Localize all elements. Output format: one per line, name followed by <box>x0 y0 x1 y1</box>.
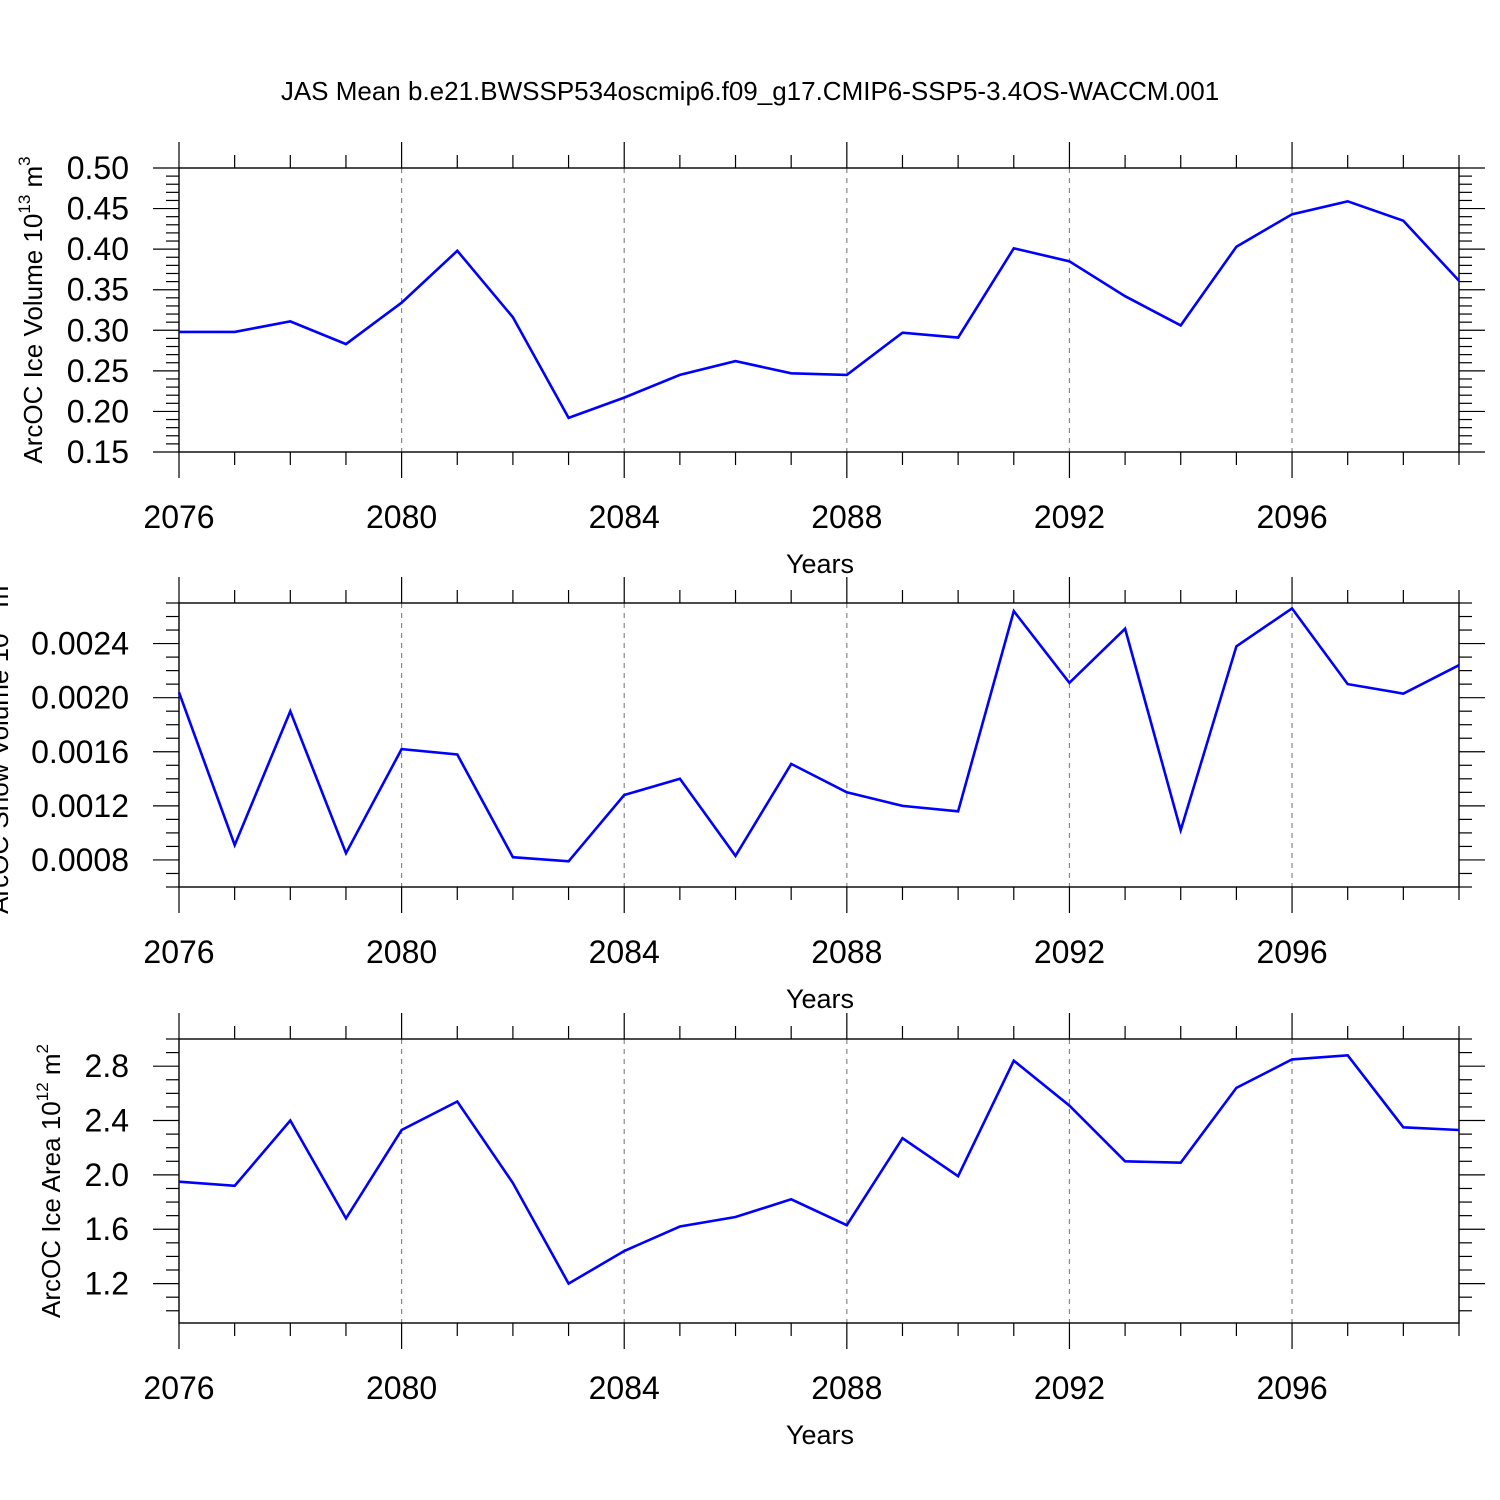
x-tick-label: 2096 <box>1256 1370 1327 1406</box>
plot-frame <box>178 602 1460 888</box>
x-tick-label: 2088 <box>811 934 882 970</box>
x-tick-label: 2080 <box>366 499 437 535</box>
series-line <box>177 606 1460 863</box>
y-tick-label: 0.20 <box>67 393 129 429</box>
plot-frame <box>178 167 1460 453</box>
series-line <box>178 1053 1460 1286</box>
y-tick-label: 2.0 <box>85 1157 129 1193</box>
x-tick-label: 2080 <box>366 934 437 970</box>
y-tick-label: 1.6 <box>85 1211 129 1247</box>
y-axis-label: ArcOC Snow Volume 1013 m3 <box>0 576 14 914</box>
y-axis-label-exponent: 13 <box>15 195 34 214</box>
y-axis-label: ArcOC Ice Area 1012 m2 <box>33 1044 66 1318</box>
y-tick-label: 0.35 <box>67 272 129 308</box>
y-axis-label-text: ArcOC Snow Volume 10 <box>0 633 14 913</box>
y-tick-label: 0.0024 <box>31 626 129 662</box>
x-axis-label: Years <box>786 984 854 1014</box>
x-axis-label: Years <box>786 549 854 579</box>
y-axis-label-text: ArcOC Ice Volume 10 <box>18 214 48 464</box>
x-tick-label: 2092 <box>1034 934 1105 970</box>
y-tick-label: 0.15 <box>67 434 129 470</box>
chart-panels: 2076 2080 2084 2088 2092 2096 Years 0.15 0.20 0.2… <box>0 142 1485 1450</box>
y-tick-label: 0.30 <box>67 312 129 348</box>
y-tick-label: 2.4 <box>85 1103 129 1139</box>
y-axis-label-unit: m <box>36 1053 66 1082</box>
x-tick-label: 2096 <box>1256 499 1327 535</box>
x-tick-label: 2088 <box>811 499 882 535</box>
y-tick-label: 2.8 <box>85 1048 129 1084</box>
x-tick-label: 2080 <box>366 1370 437 1406</box>
x-tick-label: 2076 <box>143 1370 214 1406</box>
y-tick-label: 0.25 <box>67 353 129 389</box>
y-tick-label: 0.0012 <box>31 788 129 824</box>
y-axis-label-unit-exponent: 2 <box>33 1044 52 1053</box>
chart-panel-2: 2076 2080 2084 2088 2092 2096 Years 0.0008 0.001… <box>0 576 1485 1014</box>
x-tick-label: 2088 <box>811 1370 882 1406</box>
x-tick-label: 2084 <box>589 934 660 970</box>
y-axis-label-unit-exponent: 3 <box>15 156 34 165</box>
y-tick-label: 0.50 <box>67 150 129 186</box>
x-tick-label: 2096 <box>1256 934 1327 970</box>
x-tick-label: 2076 <box>143 934 214 970</box>
x-tick-label: 2092 <box>1034 1370 1105 1406</box>
chart-panel-1: 2076 2080 2084 2088 2092 2096 Years 0.15 0.20 0.2… <box>15 142 1485 579</box>
x-tick-label: 2084 <box>589 1370 660 1406</box>
series-line <box>179 199 1460 420</box>
y-tick-label: 0.45 <box>67 191 129 227</box>
plot-frame <box>178 1038 1460 1324</box>
x-tick-label: 2076 <box>143 499 214 535</box>
y-tick-label: 1.2 <box>85 1266 129 1302</box>
y-axis-label: ArcOC Ice Volume 1013 m3 <box>15 156 48 463</box>
y-axis-label-text: ArcOC Ice Area 10 <box>36 1101 66 1318</box>
y-axis-label-unit: m <box>18 166 48 195</box>
y-axis-label-unit: m <box>0 586 14 615</box>
y-tick-label: 0.0008 <box>31 842 129 878</box>
x-tick-label: 2084 <box>589 499 660 535</box>
x-tick-label: 2092 <box>1034 499 1105 535</box>
y-tick-label: 0.40 <box>67 231 129 267</box>
x-axis-label: Years <box>786 1420 854 1450</box>
y-tick-label: 0.0020 <box>31 680 129 716</box>
figure-title: JAS Mean b.e21.BWSSP534oscmip6.f09_g17.C… <box>281 76 1219 106</box>
chart-panel-3: 2076 2080 2084 2088 2092 2096 Years 1.2 1.6 2.0 2.… <box>33 1013 1485 1450</box>
y-tick-label: 0.0016 <box>31 734 129 770</box>
y-axis-label-exponent: 12 <box>33 1082 52 1101</box>
